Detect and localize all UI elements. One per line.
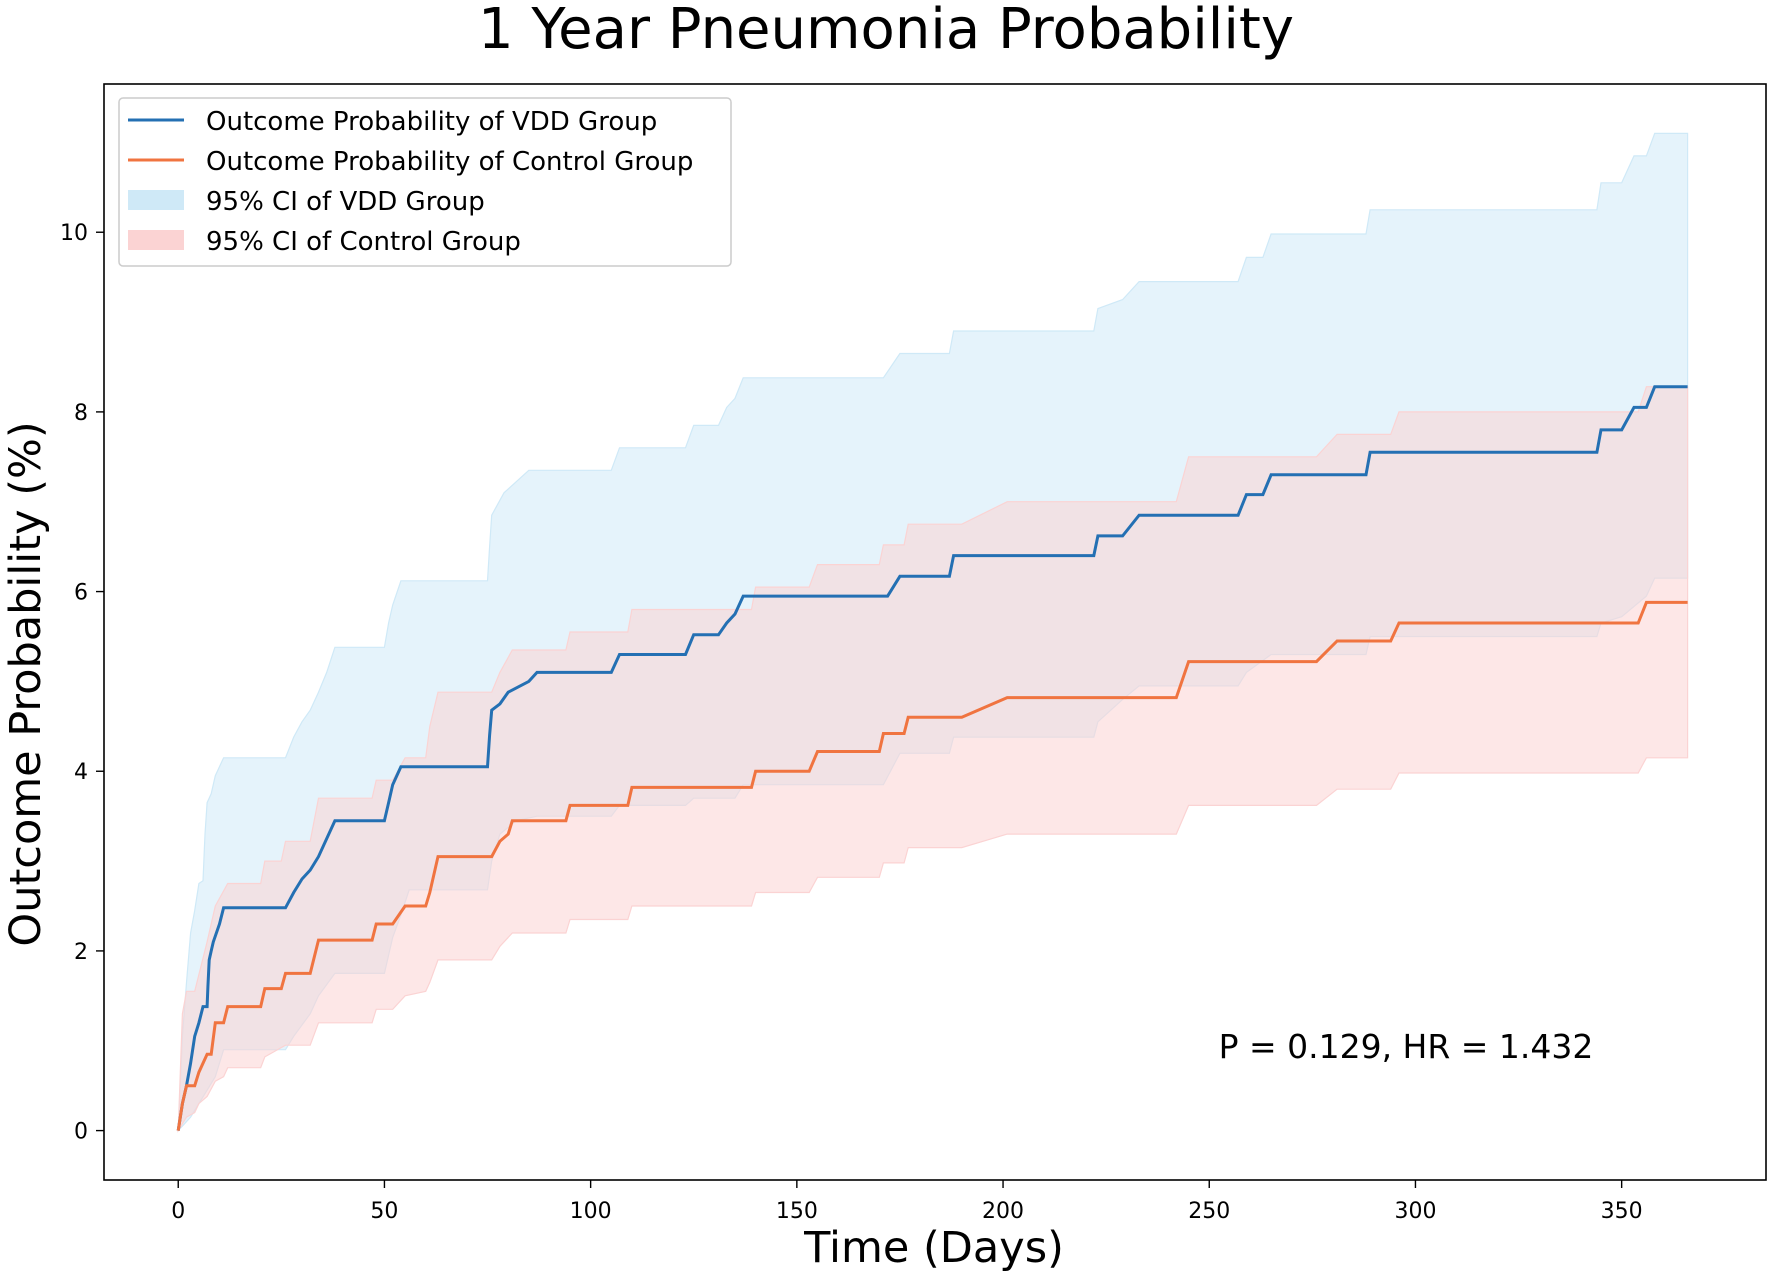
- probability-lines: [176, 385, 1688, 1131]
- ci-bands: [177, 132, 1689, 1133]
- chart-title: 1 Year Pneumonia Probability: [478, 0, 1294, 62]
- x-tick-label: 250: [1188, 1199, 1230, 1224]
- x-axis-label: Time (Days): [803, 1223, 1064, 1273]
- axis-ticks: 0 50 100 150 200 250 300 350 0 2 4 6 8 10: [60, 221, 1643, 1224]
- series-line-vdd: [176, 385, 1688, 1131]
- legend-label-vdd-ci: 95% CI of VDD Group: [206, 187, 485, 217]
- y-axis-label: Outcome Probability (%): [1, 421, 51, 946]
- x-tick-label: 50: [370, 1199, 398, 1224]
- x-tick-label: 300: [1394, 1199, 1436, 1224]
- y-tick-label: 0: [74, 1120, 88, 1145]
- x-tick-label: 150: [776, 1199, 818, 1224]
- stats-annotation: P = 0.129, HR = 1.432: [1219, 1027, 1594, 1066]
- x-tick-label: 350: [1601, 1199, 1643, 1224]
- legend-label-vdd-line: Outcome Probability of VDD Group: [206, 107, 657, 137]
- legend: Outcome Probability of VDD Group Outcome…: [118, 97, 732, 267]
- legend-swatch-control-ci: [128, 230, 184, 250]
- y-tick-label: 6: [74, 581, 88, 606]
- y-tick-label: 8: [74, 401, 88, 426]
- x-tick-label: 100: [570, 1199, 612, 1224]
- x-tick-label: 0: [171, 1199, 185, 1224]
- legend-frame: [118, 97, 732, 267]
- y-tick-label: 2: [74, 940, 88, 965]
- legend-label-control-ci: 95% CI of Control Group: [206, 227, 521, 257]
- y-tick-label: 10: [60, 221, 88, 246]
- legend-label-control-line: Outcome Probability of Control Group: [206, 147, 693, 177]
- x-tick-label: 200: [982, 1199, 1024, 1224]
- series-line-control: [176, 600, 1688, 1131]
- plot-frame: [103, 83, 1767, 1181]
- ci-band-control: [177, 386, 1689, 1133]
- y-tick-label: 4: [74, 760, 88, 785]
- legend-swatch-vdd-ci: [128, 190, 184, 210]
